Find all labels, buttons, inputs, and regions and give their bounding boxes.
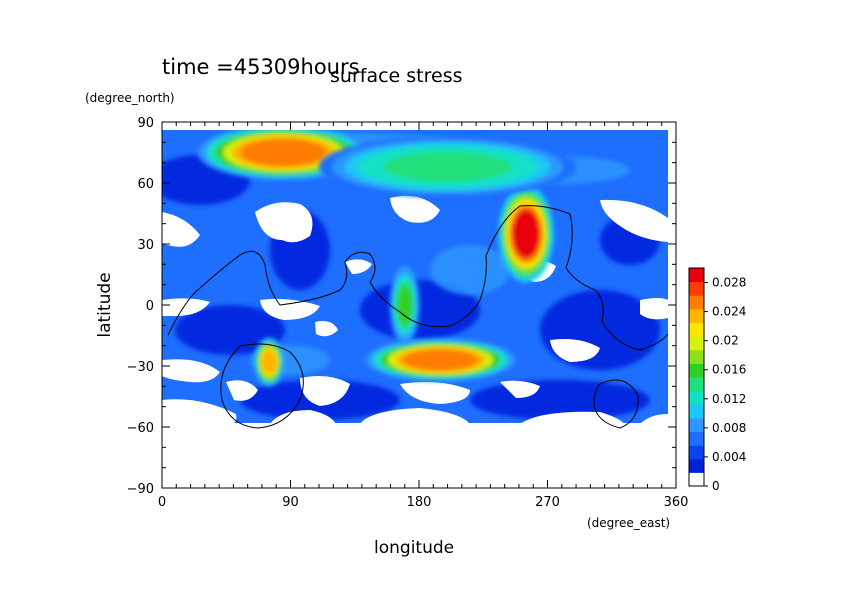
colorbar-swatch bbox=[689, 308, 704, 323]
colorbar-swatch bbox=[689, 281, 704, 296]
x-tick-label: 180 bbox=[407, 495, 432, 510]
colorbar-swatch bbox=[689, 472, 704, 487]
colorbar-tick-label: 0.008 bbox=[712, 421, 746, 435]
hotspot bbox=[498, 185, 554, 283]
colorbar-tick-label: 0.028 bbox=[712, 276, 746, 290]
colorbar-swatch bbox=[689, 377, 704, 392]
low-value-regions bbox=[162, 195, 668, 423]
colorbar-frame bbox=[688, 267, 705, 487]
colorbar-tick-label: 0 bbox=[712, 479, 720, 493]
x-tick-label: 0 bbox=[158, 495, 166, 510]
colorbar-tick-label: 0.024 bbox=[712, 305, 746, 319]
hotspot-layer bbox=[197, 130, 577, 387]
colorbar-swatch bbox=[689, 349, 704, 364]
colorbar-swatch bbox=[689, 295, 704, 310]
hotspot bbox=[389, 265, 420, 345]
hotspot bbox=[365, 338, 516, 382]
colorbar-swatch bbox=[689, 322, 704, 337]
y-tick-label: −30 bbox=[127, 360, 154, 375]
colorbar-swatch bbox=[689, 363, 704, 378]
x-tick-label: 90 bbox=[282, 495, 299, 510]
x-unit: (degree_east) bbox=[587, 516, 670, 530]
coastlines bbox=[167, 205, 669, 429]
colorbar-swatch bbox=[689, 404, 704, 419]
colorbar-swatch bbox=[689, 445, 704, 460]
colorbar-tick-label: 0.012 bbox=[712, 392, 746, 406]
hotspot bbox=[254, 337, 285, 387]
y-tick-label: 30 bbox=[137, 238, 154, 253]
colorbar-tick-label: 0.016 bbox=[712, 363, 746, 377]
x-tick-label: 360 bbox=[664, 495, 689, 510]
y-axis-label: latitude bbox=[95, 272, 115, 337]
colorbar-swatch bbox=[689, 458, 704, 473]
colorbar: 0.028 0.024 0.02 0.016 0.012 0.008 0.004 0 bbox=[688, 267, 746, 493]
colorbar-swatch bbox=[689, 336, 704, 351]
colorbar-swatch bbox=[689, 417, 704, 432]
chart-title: surface stress bbox=[330, 65, 463, 87]
tick-labels: 0 90 180 270 360 90 60 30 0 −30 −60 −90 bbox=[127, 116, 689, 510]
y-tick-label: −60 bbox=[127, 421, 154, 436]
colorbar-tick-label: 0.02 bbox=[712, 334, 739, 348]
time-label: time =45309hours bbox=[162, 55, 360, 79]
x-axis-label: longitude bbox=[374, 538, 454, 558]
stress-field bbox=[162, 130, 668, 423]
y-tick-label: 0 bbox=[146, 299, 154, 314]
y-unit: (degree_north) bbox=[85, 91, 175, 105]
y-tick-label: −90 bbox=[127, 482, 154, 497]
x-tick-label: 270 bbox=[535, 495, 560, 510]
hotspot bbox=[319, 136, 577, 198]
colorbar-swatch bbox=[689, 431, 704, 446]
y-tick-label: 90 bbox=[137, 116, 154, 131]
axis-ticks bbox=[161, 121, 677, 489]
colorbar-tick-label: 0.004 bbox=[712, 450, 746, 464]
y-tick-label: 60 bbox=[137, 177, 154, 192]
colorbar-swatch bbox=[689, 268, 704, 283]
colorbar-swatch bbox=[689, 390, 704, 405]
